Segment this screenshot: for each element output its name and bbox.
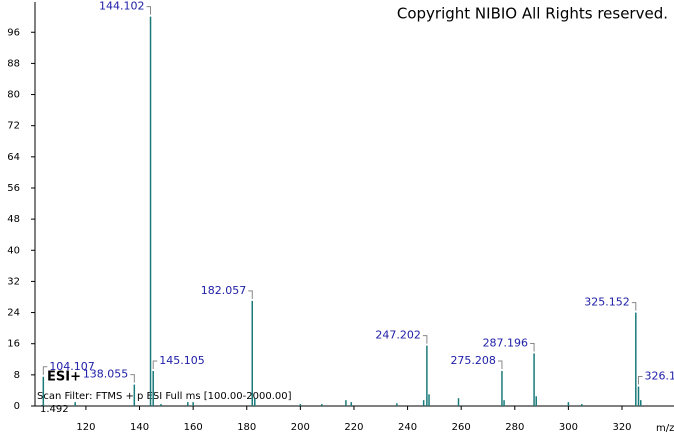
x-tick-label: 320: [612, 422, 631, 433]
peak-label: 287.196: [483, 336, 529, 349]
x-axis-label: m/z: [656, 423, 674, 434]
label-bracket: [248, 290, 253, 299]
y-tick-label: 0: [14, 401, 20, 412]
retention-time: 1.492: [40, 404, 69, 415]
x-tick-label: 260: [452, 422, 471, 433]
y-tick-label: 24: [7, 308, 20, 319]
peak-label: 182.057: [201, 284, 247, 297]
y-tick-label: 40: [7, 245, 20, 256]
scan-filter: Scan Filter: FTMS + p ESI Full ms [100.0…: [37, 391, 292, 402]
y-tick-label: 72: [7, 121, 20, 132]
x-tick-label: 120: [76, 422, 95, 433]
y-tick-label: 32: [7, 276, 20, 287]
label-bracket: [146, 6, 152, 15]
peak-label: 247.202: [375, 329, 421, 342]
peak-label: 275.208: [450, 354, 496, 367]
label-bracket: [637, 376, 643, 385]
label-bracket: [130, 374, 135, 383]
peak-label: 104.107: [49, 360, 95, 373]
y-tick-label: 88: [7, 58, 20, 69]
ionization: ESI+: [47, 370, 81, 385]
peak-label: 138.055: [83, 368, 129, 381]
label-bracket: [152, 360, 158, 369]
x-tick-label: 240: [398, 422, 417, 433]
peak-label: 145.105: [159, 354, 205, 367]
peak-label: 144.102: [99, 0, 145, 13]
x-tick-label: 140: [130, 422, 149, 433]
y-tick-label: 80: [7, 90, 20, 101]
x-tick-label: 300: [559, 422, 578, 433]
y-tick-label: 64: [7, 152, 20, 163]
x-tick-label: 220: [344, 422, 363, 433]
peak-label: 326.155: [644, 370, 674, 383]
label-bracket: [631, 302, 637, 311]
x-tick-label: 180: [237, 422, 256, 433]
y-tick-label: 8: [14, 370, 20, 381]
peak-label: 325.152: [584, 296, 630, 309]
x-tick-label: 160: [184, 422, 203, 433]
label-bracket: [422, 335, 428, 344]
label-bracket: [530, 342, 535, 352]
y-tick-label: 16: [7, 339, 20, 350]
label-bracket: [42, 366, 48, 375]
y-tick-label: 48: [7, 214, 20, 225]
x-tick-label: 200: [291, 422, 310, 433]
y-tick-label: 56: [7, 183, 20, 194]
label-bracket: [497, 360, 503, 369]
copyright: Copyright NIBIO All Rights reserved.: [397, 5, 668, 23]
x-tick-label: 280: [505, 422, 524, 433]
y-tick-label: 96: [7, 27, 20, 38]
